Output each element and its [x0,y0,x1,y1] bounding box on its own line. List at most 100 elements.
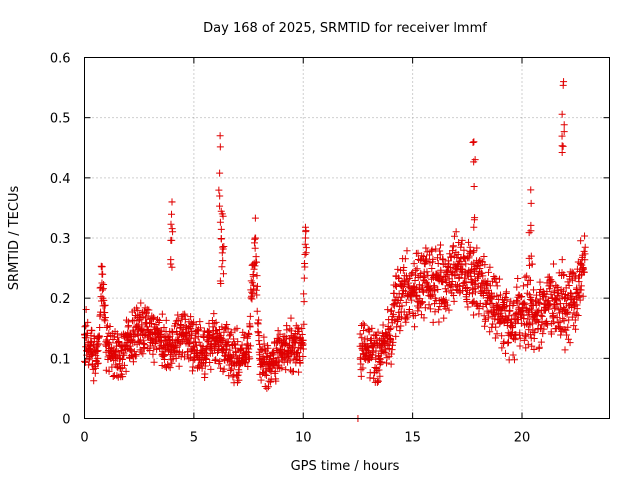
data-point [246,323,254,331]
y-tick-label: 0.1 [50,352,71,367]
data-point [529,312,537,320]
data-point [480,285,488,293]
data-point [149,350,157,358]
data-point [212,318,220,326]
data-point [437,241,445,249]
data-point [292,338,300,346]
data-point [256,354,263,362]
data-point [216,132,224,140]
data-point [260,333,268,341]
data-point [475,305,483,313]
data-point [462,278,470,286]
data-point [512,331,520,339]
data-point [425,301,433,309]
data-point [476,262,484,270]
data-point [272,377,280,385]
data-point [246,312,254,320]
data-point [392,332,400,340]
data-point [516,342,524,350]
data-point [558,148,566,156]
data-point [434,306,442,314]
data-point [106,322,114,330]
data-point [451,271,459,279]
data-point [389,301,397,309]
data-point [189,356,197,364]
data-point [557,331,565,339]
data-point [299,353,307,361]
data-point [113,372,121,380]
data-point [509,351,517,359]
data-point [558,142,566,150]
data-point [442,305,450,313]
data-point [128,351,136,359]
data-point [189,363,197,371]
data-point [300,274,308,282]
data-point [253,291,261,299]
data-point [357,354,365,362]
data-point [137,299,145,307]
data-point [93,347,101,355]
data-point [411,312,419,320]
data-point [164,334,172,342]
plot-frame [84,57,610,419]
data-point [516,334,524,342]
data-point [119,373,127,381]
data-point [168,210,176,218]
data-point [402,315,410,323]
data-point [120,361,128,369]
data-point [400,264,408,272]
data-point [253,307,261,315]
data-point [563,331,571,339]
data-point [298,324,306,332]
data-point [420,314,428,322]
data-point [154,315,162,323]
data-point [474,282,482,290]
data-point [216,192,224,200]
data-point [581,232,589,240]
data-point [470,247,478,255]
data-point [498,344,506,352]
data-point [98,270,106,278]
data-point [540,306,548,314]
data-point [527,293,535,301]
data-point [379,321,387,329]
data-point [428,246,436,254]
data-point [539,330,547,338]
data-point [486,282,494,290]
data-point [300,320,308,328]
data-point [560,317,568,325]
data-point [201,348,209,356]
data-point [528,260,536,268]
data-point [470,138,478,146]
data-point [359,364,367,372]
data-point [245,355,253,363]
data-point [435,318,443,326]
data-point [387,360,395,368]
data-point [558,110,566,118]
data-point [94,347,102,355]
data-point [219,245,227,253]
data-point [389,338,397,346]
data-point [145,306,153,314]
data-point [471,156,479,164]
data-point [568,268,576,276]
data-point [219,257,227,265]
data-point [253,258,261,266]
data-point [209,349,217,357]
data-point [211,356,219,364]
data-point [565,282,573,290]
data-point [581,243,589,251]
data-point [215,186,223,194]
data-point [417,269,425,277]
data-point [220,328,228,336]
data-point [102,342,110,350]
x-tick-label: 10 [295,431,312,446]
data-point [560,271,568,279]
data-point [559,142,567,150]
data-point [514,274,522,282]
x-tick-label: 5 [190,431,198,446]
data-point [384,306,392,314]
data-point [114,348,122,356]
data-point [302,244,310,252]
y-tick-label: 0.5 [50,112,71,127]
